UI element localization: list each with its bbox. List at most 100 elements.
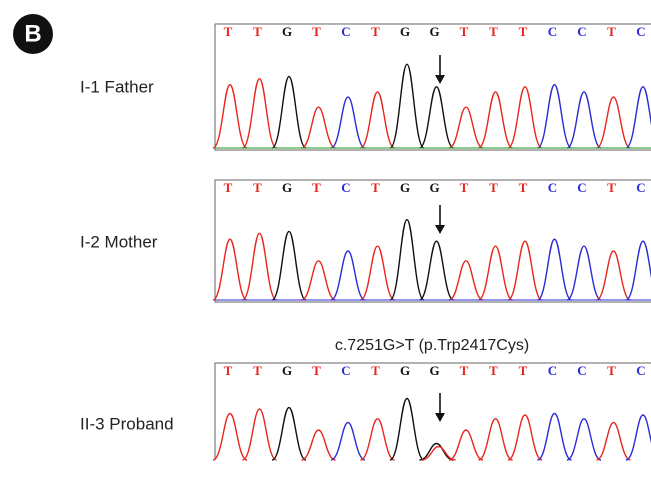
- base-call: T: [519, 24, 528, 39]
- trace-peak: [390, 64, 424, 148]
- trace-peak: [213, 85, 247, 148]
- trace-peak: [626, 415, 651, 460]
- base-call: T: [607, 180, 616, 195]
- trace-peak: [597, 423, 631, 461]
- trace-peak: [302, 261, 336, 300]
- trace-peak: [449, 261, 483, 300]
- trace-peak: [626, 241, 651, 300]
- trace-peak: [597, 97, 631, 148]
- trace-peak: [243, 233, 277, 300]
- base-call: T: [224, 180, 233, 195]
- trace-peak: [331, 97, 365, 148]
- base-call: T: [371, 24, 380, 39]
- base-call: T: [312, 180, 321, 195]
- base-call: T: [253, 24, 262, 39]
- base-call: C: [577, 363, 586, 378]
- panel-frame: [215, 24, 651, 150]
- base-call: T: [253, 180, 262, 195]
- trace-peak: [597, 251, 631, 300]
- base-call: C: [341, 363, 350, 378]
- base-call: T: [460, 24, 469, 39]
- trace-peak: [213, 414, 247, 461]
- base-call: T: [224, 24, 233, 39]
- trace-peak: [567, 92, 601, 148]
- base-call: T: [312, 363, 321, 378]
- base-call: G: [400, 24, 410, 39]
- base-call: G: [282, 24, 292, 39]
- base-call: G: [429, 24, 439, 39]
- panel-label: B: [24, 20, 41, 47]
- trace-peak: [538, 85, 572, 148]
- trace-peak: [508, 415, 542, 460]
- base-call: G: [282, 363, 292, 378]
- base-call: G: [400, 363, 410, 378]
- trace-peak: [420, 87, 454, 148]
- base-call: T: [489, 180, 498, 195]
- trace-peak: [449, 107, 483, 148]
- base-call: T: [607, 24, 616, 39]
- trace-peak: [390, 220, 424, 300]
- trace-peak: [213, 239, 247, 300]
- trace-peak: [272, 77, 306, 148]
- trace-peak: [243, 79, 277, 148]
- figure: B I-1 Father T T G T C T G G T T T C C T C I-2 Mother T T G…: [0, 0, 651, 488]
- trace-peak: [508, 87, 542, 148]
- base-call: C: [548, 363, 557, 378]
- trace-peak: [302, 430, 336, 460]
- sample-label: II-3 Proband: [80, 414, 174, 433]
- base-call: T: [371, 363, 380, 378]
- base-call: C: [341, 180, 350, 195]
- trace-peak: [538, 239, 572, 300]
- base-call: T: [312, 24, 321, 39]
- base-call: T: [607, 363, 616, 378]
- trace-peak: [243, 409, 277, 460]
- trace-peak: [422, 447, 456, 461]
- base-call: G: [429, 180, 439, 195]
- trace-peak: [508, 241, 542, 300]
- trace-peak: [302, 107, 336, 148]
- arrow-head: [435, 75, 445, 84]
- base-call: C: [548, 180, 557, 195]
- base-call: C: [577, 24, 586, 39]
- trace-peak: [361, 419, 395, 460]
- mutation-annotation: c.7251G>T (p.Trp2417Cys): [335, 337, 529, 354]
- trace-peak: [361, 246, 395, 300]
- arrow-head: [435, 413, 445, 422]
- base-call: T: [519, 363, 528, 378]
- base-call: T: [489, 363, 498, 378]
- trace-peak: [420, 241, 454, 300]
- base-call: C: [577, 180, 586, 195]
- base-call: C: [548, 24, 557, 39]
- base-call: G: [400, 180, 410, 195]
- base-call: T: [519, 180, 528, 195]
- sample-label: I-2 Mother: [80, 232, 158, 251]
- trace-peak: [479, 246, 513, 300]
- trace-peak: [479, 92, 513, 148]
- trace-peak: [420, 444, 454, 461]
- trace-peak: [567, 419, 601, 460]
- base-call: G: [282, 180, 292, 195]
- trace-peak: [331, 423, 365, 461]
- trace-peak: [449, 430, 483, 460]
- trace-peak: [626, 87, 651, 148]
- base-call: T: [253, 363, 262, 378]
- base-call: T: [460, 363, 469, 378]
- base-call: T: [224, 363, 233, 378]
- trace-peak: [331, 251, 365, 300]
- trace-peak: [272, 408, 306, 461]
- sample-label: I-1 Father: [80, 77, 154, 96]
- base-call: T: [371, 180, 380, 195]
- arrow-head: [435, 225, 445, 234]
- trace-peak: [272, 231, 306, 300]
- base-call: C: [636, 24, 645, 39]
- base-call: T: [460, 180, 469, 195]
- trace-peak: [361, 92, 395, 148]
- base-call: C: [636, 363, 645, 378]
- base-call: C: [636, 180, 645, 195]
- trace-peak: [567, 246, 601, 300]
- base-call: C: [341, 24, 350, 39]
- trace-peak: [538, 414, 572, 461]
- base-call: G: [429, 363, 439, 378]
- trace-peak: [479, 419, 513, 460]
- trace-peak: [390, 399, 424, 461]
